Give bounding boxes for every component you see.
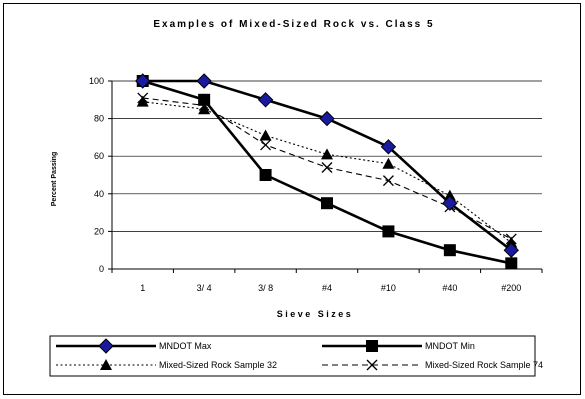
data-point-series-1 bbox=[505, 257, 518, 270]
data-point-series-1 bbox=[259, 169, 272, 181]
data-point-series-3 bbox=[137, 92, 149, 104]
data-point-series-3 bbox=[321, 162, 333, 173]
data-point-series-3 bbox=[382, 175, 394, 187]
data-point-series-2 bbox=[321, 148, 333, 160]
legend-entry-3: Mixed-Sized Rock Sample 74 bbox=[322, 359, 543, 371]
x-tick-label: 3/ 8 bbox=[258, 283, 273, 293]
y-tick-label: 60 bbox=[94, 151, 104, 161]
data-point-series-1 bbox=[443, 244, 456, 257]
data-point-series-1 bbox=[382, 225, 395, 238]
chart-title: Examples of Mixed-Sized Rock vs. Class 5 bbox=[153, 19, 434, 30]
y-axis-label: Percent Passing bbox=[51, 152, 58, 206]
legend-marker bbox=[100, 359, 112, 370]
data-point-series-0 bbox=[257, 92, 274, 108]
data-point-series-0 bbox=[135, 73, 151, 89]
chart-frame: Examples of Mixed-Sized Rock vs. Class 5… bbox=[3, 3, 581, 395]
x-tick-label: 3/ 4 bbox=[197, 283, 212, 293]
x-tick-label: #200 bbox=[501, 283, 521, 293]
legend-entry-1: MNDOT Min bbox=[322, 340, 475, 352]
legend-label: Mixed-Sized Rock Sample 74 bbox=[425, 360, 543, 370]
x-tick-label: #4 bbox=[322, 283, 332, 293]
legend-marker bbox=[98, 338, 114, 354]
legend-label: MNDOT Min bbox=[425, 341, 475, 351]
data-point-series-2 bbox=[136, 95, 149, 107]
data-point-series-0 bbox=[442, 195, 458, 211]
legend-label: MNDOT Max bbox=[159, 341, 212, 351]
data-point-series-3 bbox=[505, 233, 517, 245]
data-point-series-3 bbox=[260, 139, 272, 151]
legend-entry-0: MNDOT Max bbox=[56, 338, 212, 354]
data-point-series-0 bbox=[380, 139, 397, 155]
y-tick-label: 0 bbox=[99, 264, 104, 274]
legend-entry-2: Mixed-Sized Rock Sample 32 bbox=[56, 359, 277, 370]
y-tick-label: 80 bbox=[94, 114, 104, 124]
y-tick-label: 100 bbox=[89, 76, 104, 86]
series-line-0 bbox=[142, 79, 513, 252]
data-point-series-1 bbox=[321, 197, 333, 210]
x-tick-label: 1 bbox=[140, 283, 145, 293]
x-tick-label: #40 bbox=[442, 283, 457, 293]
data-point-series-1 bbox=[198, 93, 211, 106]
data-point-series-2 bbox=[443, 189, 456, 201]
data-point-series-0 bbox=[319, 110, 335, 127]
legend-marker bbox=[366, 359, 378, 371]
data-point-series-2 bbox=[505, 236, 518, 248]
legend-box bbox=[49, 335, 536, 377]
legend: MNDOT Max MNDOT Min Mixed-Sized Rock Sampl… bbox=[49, 335, 543, 377]
legend-label: Mixed-Sized Rock Sample 32 bbox=[159, 360, 277, 370]
data-point-series-2 bbox=[259, 129, 272, 141]
data-point-series-2 bbox=[198, 103, 211, 115]
line-chart: Examples of Mixed-Sized Rock vs. Class 5… bbox=[49, 19, 543, 377]
data-point-series-2 bbox=[382, 157, 395, 169]
data-point-series-0 bbox=[196, 73, 212, 89]
x-tick-label: #10 bbox=[381, 283, 396, 293]
legend-marker bbox=[366, 340, 378, 352]
plot-area: 0 20 40 60 80 100 1 3/ 4 3/ 8 #4 #10 #40 #200 bbox=[89, 73, 543, 293]
y-tick-label: 20 bbox=[94, 226, 104, 236]
x-axis-label: Sieve Sizes bbox=[277, 309, 354, 319]
y-tick-label: 40 bbox=[94, 189, 104, 199]
data-point-series-0 bbox=[503, 242, 519, 258]
